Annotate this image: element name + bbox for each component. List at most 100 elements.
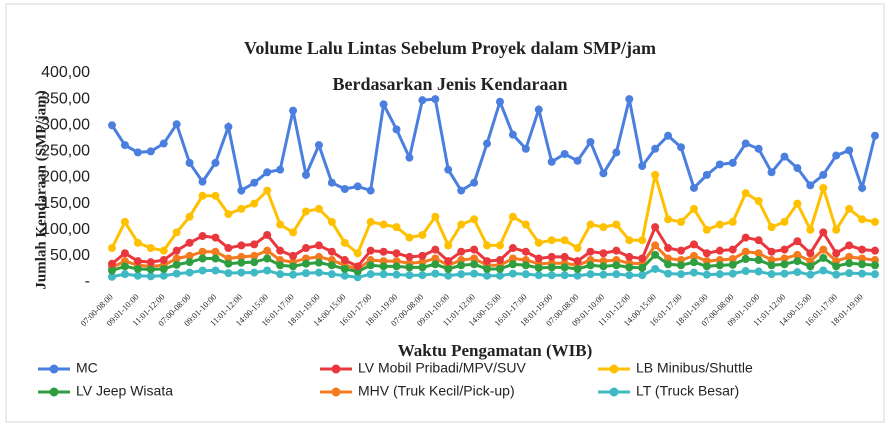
data-point bbox=[560, 263, 569, 272]
data-point bbox=[146, 265, 155, 274]
data-point bbox=[457, 186, 466, 195]
data-point bbox=[845, 259, 854, 268]
data-point bbox=[405, 252, 414, 261]
data-point bbox=[276, 220, 285, 229]
legend-marker bbox=[331, 364, 341, 374]
data-point bbox=[366, 217, 375, 226]
data-point bbox=[819, 266, 828, 275]
data-point bbox=[314, 241, 323, 250]
data-point bbox=[677, 143, 686, 152]
data-point bbox=[547, 263, 556, 272]
data-point bbox=[767, 223, 776, 232]
data-point bbox=[159, 139, 168, 148]
data-point bbox=[858, 269, 867, 278]
data-point bbox=[314, 258, 323, 267]
data-point bbox=[444, 257, 453, 266]
data-point bbox=[832, 151, 841, 160]
data-point bbox=[340, 238, 349, 247]
legend-marker bbox=[49, 364, 59, 374]
data-point bbox=[133, 271, 142, 280]
data-point bbox=[211, 158, 220, 167]
data-point bbox=[534, 238, 543, 247]
data-point bbox=[508, 244, 517, 253]
data-point bbox=[185, 212, 194, 221]
data-point bbox=[198, 247, 207, 256]
data-point bbox=[159, 246, 168, 255]
data-point bbox=[819, 245, 828, 254]
data-point bbox=[146, 258, 155, 267]
data-point bbox=[664, 244, 673, 253]
data-point bbox=[741, 139, 750, 148]
data-point bbox=[108, 266, 116, 275]
data-point bbox=[159, 264, 168, 273]
data-point bbox=[780, 217, 789, 226]
data-point bbox=[819, 183, 828, 192]
data-point bbox=[133, 238, 142, 247]
data-point bbox=[120, 141, 129, 150]
y-tick-label: 50,00 bbox=[50, 247, 90, 264]
data-point bbox=[845, 241, 854, 250]
data-point bbox=[392, 249, 401, 258]
data-point bbox=[289, 106, 298, 115]
data-point bbox=[689, 268, 698, 277]
data-point bbox=[858, 183, 867, 192]
data-point bbox=[871, 270, 879, 279]
data-point bbox=[224, 259, 233, 268]
data-point bbox=[741, 267, 750, 276]
legend-marker bbox=[49, 387, 59, 397]
data-point bbox=[806, 270, 815, 279]
data-point bbox=[547, 271, 556, 280]
data-point bbox=[534, 263, 543, 272]
data-point bbox=[133, 257, 142, 266]
data-point bbox=[120, 270, 129, 279]
data-point bbox=[715, 220, 724, 229]
data-point bbox=[612, 246, 621, 255]
data-point bbox=[702, 262, 711, 271]
data-point bbox=[625, 252, 634, 261]
data-point bbox=[677, 246, 686, 255]
data-point bbox=[793, 268, 802, 277]
data-point bbox=[858, 215, 867, 224]
data-point bbox=[780, 269, 789, 278]
data-point bbox=[289, 251, 298, 260]
data-point bbox=[754, 236, 763, 245]
data-point bbox=[677, 270, 686, 279]
data-point bbox=[767, 168, 776, 177]
data-point bbox=[780, 152, 789, 161]
data-point bbox=[198, 254, 207, 263]
data-point bbox=[418, 96, 427, 105]
data-point bbox=[211, 247, 220, 256]
data-point bbox=[793, 199, 802, 208]
data-point bbox=[534, 271, 543, 280]
data-point bbox=[728, 255, 737, 264]
data-point bbox=[237, 252, 246, 261]
data-point bbox=[586, 270, 595, 279]
data-point bbox=[651, 223, 660, 232]
data-point bbox=[599, 223, 608, 232]
data-point bbox=[573, 244, 582, 253]
data-point bbox=[276, 246, 285, 255]
data-point bbox=[457, 261, 466, 270]
data-point bbox=[353, 262, 362, 271]
data-point bbox=[767, 261, 776, 270]
data-point bbox=[289, 270, 298, 279]
data-point bbox=[728, 217, 737, 226]
data-point bbox=[211, 191, 220, 200]
data-point bbox=[871, 261, 879, 270]
data-point bbox=[586, 261, 595, 270]
data-point bbox=[689, 251, 698, 260]
data-point bbox=[146, 244, 155, 253]
data-point bbox=[754, 249, 763, 258]
data-point bbox=[664, 269, 673, 278]
data-point bbox=[444, 165, 453, 174]
data-point bbox=[120, 217, 129, 226]
data-point bbox=[340, 264, 349, 273]
data-point bbox=[483, 241, 492, 250]
data-point bbox=[470, 269, 479, 278]
data-point bbox=[806, 262, 815, 271]
data-point bbox=[289, 262, 298, 271]
data-point bbox=[547, 157, 556, 166]
data-point bbox=[379, 247, 388, 256]
data-point bbox=[250, 268, 259, 277]
